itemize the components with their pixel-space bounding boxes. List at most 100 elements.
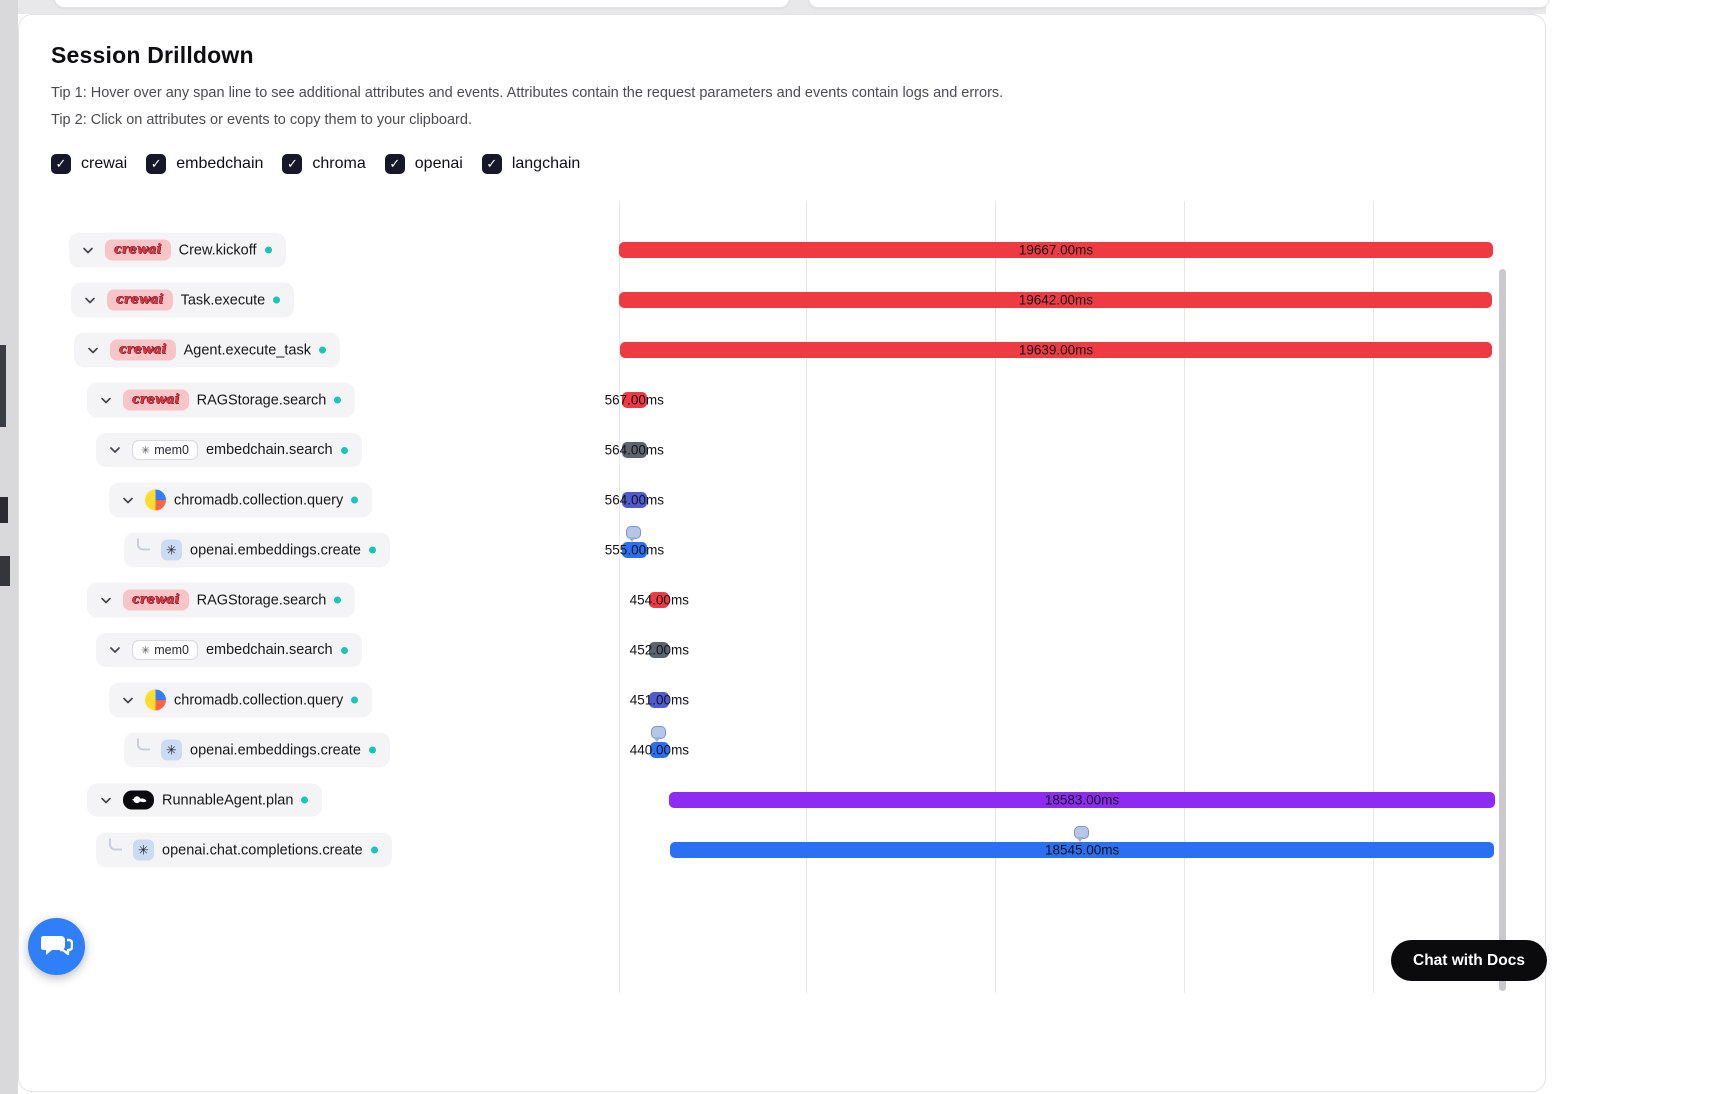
chevron-down-icon[interactable] — [79, 241, 97, 259]
page-left-edge — [0, 0, 18, 1094]
span-duration-label: 451.00ms — [629, 692, 690, 708]
status-dot — [351, 696, 359, 704]
chat-with-docs-button[interactable]: Chat with Docs — [1391, 940, 1547, 981]
span-duration-label: 555.00ms — [604, 542, 665, 558]
span-label[interactable]: RunnableAgent.plan — [87, 783, 323, 817]
event-bubble-icon[interactable] — [626, 526, 642, 542]
gear-icon: ✳ — [141, 644, 151, 657]
span-bar[interactable]: 18545.00ms — [670, 842, 1495, 858]
trace-row: crewai Crew.kickoff 19667.00ms — [19, 225, 1545, 275]
span-bar[interactable]: 19639.00ms — [619, 342, 1493, 358]
span-bar[interactable]: 440.00ms — [630, 742, 689, 758]
status-dot — [334, 396, 342, 404]
chevron-down-icon[interactable] — [119, 491, 137, 509]
checkbox-icon[interactable]: ✓ — [384, 154, 405, 174]
span-label[interactable]: crewai RAGStorage.search — [87, 582, 356, 618]
span-duration-label: 564.00ms — [604, 492, 664, 508]
trace-row: crewai RAGStorage.search 454.00ms — [19, 575, 1545, 625]
span-bar[interactable]: 564.00ms — [605, 492, 664, 508]
elbow-connector-icon — [137, 538, 150, 550]
span-bar[interactable]: 564.00ms — [605, 442, 664, 458]
gridline — [806, 201, 807, 993]
checkbox-icon[interactable]: ✓ — [51, 154, 71, 174]
span-label[interactable]: ✳ openai.embeddings.create — [124, 732, 390, 768]
span-label[interactable]: crewai Agent.execute_task — [74, 332, 340, 368]
span-name: openai.embeddings.create — [190, 542, 361, 558]
span-bar[interactable]: 19642.00ms — [619, 292, 1493, 308]
span-bar[interactable]: 454.00ms — [630, 592, 689, 608]
span-label[interactable]: ✳ mem0 embedchain.search — [96, 633, 362, 667]
span-name: RAGStorage.search — [196, 592, 327, 608]
trace-row: ✳ openai.chat.completions.create 18545.00m… — [19, 825, 1545, 875]
span-name: Crew.kickoff — [178, 242, 257, 258]
span-name: embedchain.search — [205, 642, 333, 658]
chevron-down-icon[interactable] — [119, 691, 137, 709]
span-bar[interactable]: 18583.00ms — [669, 792, 1495, 808]
chevron-down-icon[interactable] — [106, 641, 124, 659]
filter-openai[interactable]: ✓ openai — [384, 154, 463, 174]
span-label[interactable]: ✳ openai.embeddings.create — [124, 532, 390, 568]
span-label[interactable]: crewai Crew.kickoff — [69, 232, 286, 268]
chevron-down-icon[interactable] — [97, 591, 115, 609]
elbow-connector-icon — [137, 738, 150, 750]
gridline — [1184, 201, 1185, 993]
span-label[interactable]: ✳ mem0 embedchain.search — [96, 433, 362, 467]
chroma-logo — [145, 689, 166, 711]
chevron-down-icon[interactable] — [97, 391, 115, 409]
chevron-down-icon[interactable] — [97, 791, 115, 809]
gridline — [619, 201, 620, 993]
span-duration-label: 567.00ms — [604, 392, 664, 408]
chat-bubbles-icon — [39, 930, 73, 963]
chat-widget-button[interactable] — [28, 918, 85, 975]
gridline — [995, 201, 996, 993]
span-name: embedchain.search — [205, 442, 333, 458]
crewai-logo: crewai — [105, 239, 171, 261]
status-dot — [273, 296, 281, 304]
filter-crewai[interactable]: ✓ crewai — [51, 154, 127, 174]
filter-label: crewai — [81, 155, 128, 172]
span-duration-label: 19667.00ms — [1018, 242, 1094, 258]
event-bubble-icon[interactable] — [1074, 826, 1090, 842]
tip-2: Tip 2: Click on attributes or events to … — [51, 112, 472, 128]
filter-chroma[interactable]: ✓ chroma — [282, 154, 366, 174]
openai-logo: ✳ — [133, 839, 154, 861]
span-label[interactable]: chromadb.collection.query — [109, 482, 373, 518]
status-dot — [340, 646, 348, 654]
gridline — [1373, 201, 1374, 993]
status-dot — [340, 446, 348, 454]
filter-embedchain[interactable]: ✓ embedchain — [146, 154, 263, 174]
chart-scrollbar[interactable] — [1499, 269, 1506, 991]
filter-label: langchain — [511, 155, 581, 172]
chevron-down-icon[interactable] — [81, 291, 99, 309]
span-duration-label: 564.00ms — [604, 442, 664, 458]
checkbox-icon[interactable]: ✓ — [146, 154, 167, 174]
top-background-strip — [18, 0, 1550, 14]
span-bar[interactable]: 19667.00ms — [619, 242, 1493, 258]
trace-row: ✳ openai.embeddings.create 555.00ms — [19, 525, 1545, 575]
crewai-logo: crewai — [123, 589, 189, 611]
span-bar[interactable]: 567.00ms — [605, 392, 664, 408]
crewai-logo: crewai — [110, 339, 176, 361]
span-label[interactable]: crewai Task.execute — [71, 282, 295, 318]
span-bar[interactable]: 452.00ms — [630, 642, 689, 658]
gear-icon: ✳ — [141, 444, 151, 457]
span-bar[interactable]: 451.00ms — [630, 692, 689, 708]
span-duration-label: 440.00ms — [629, 742, 690, 758]
status-dot — [370, 846, 378, 854]
span-label[interactable]: crewai RAGStorage.search — [87, 382, 356, 418]
chevron-down-icon[interactable] — [84, 341, 102, 359]
event-bubble-icon[interactable] — [651, 726, 667, 742]
span-label[interactable]: ✳ openai.chat.completions.create — [96, 832, 392, 868]
checkbox-icon[interactable]: ✓ — [481, 154, 502, 174]
top-panel-right — [808, 0, 1550, 8]
mem0-logo-text: mem0 — [154, 643, 189, 657]
checkbox-icon[interactable]: ✓ — [282, 154, 303, 174]
span-bar[interactable]: 555.00ms — [605, 542, 664, 558]
status-dot — [318, 346, 326, 354]
tip-1: Tip 1: Hover over any span line to see a… — [51, 85, 1004, 101]
chevron-down-icon[interactable] — [106, 441, 124, 459]
trace-row: crewai Agent.execute_task 19639.00ms — [19, 325, 1545, 375]
trace-row: ✳ mem0 embedchain.search 564.00ms — [19, 425, 1545, 475]
span-label[interactable]: chromadb.collection.query — [109, 682, 373, 718]
filter-langchain[interactable]: ✓ langchain — [481, 154, 581, 174]
